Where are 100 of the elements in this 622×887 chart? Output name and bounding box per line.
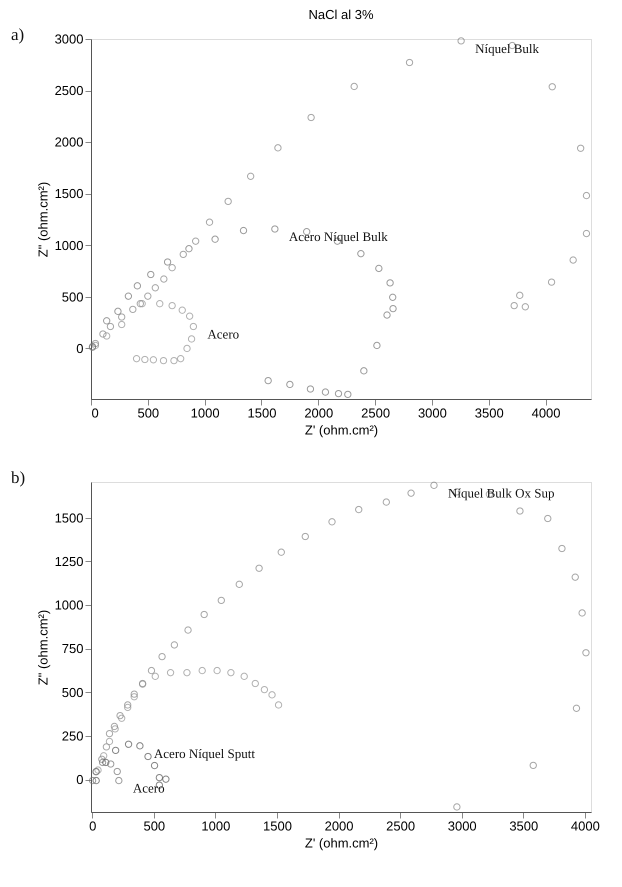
point xyxy=(186,312,194,320)
point xyxy=(188,335,196,343)
point xyxy=(548,83,556,90)
point xyxy=(302,532,309,540)
y-tick-label: 1500 xyxy=(54,186,84,202)
point xyxy=(130,693,138,700)
x-tick-label: 1500 xyxy=(247,406,276,420)
point xyxy=(103,317,110,324)
point xyxy=(582,649,590,656)
point xyxy=(132,355,140,362)
x-tick-label: 2500 xyxy=(386,818,416,834)
point xyxy=(350,82,358,90)
x-tick-label: 500 xyxy=(137,406,160,420)
point xyxy=(111,725,119,733)
point xyxy=(116,712,124,720)
point xyxy=(136,742,144,750)
y-tick-label: 0 xyxy=(76,340,84,356)
point xyxy=(183,669,191,676)
point xyxy=(124,701,132,709)
point xyxy=(344,390,352,398)
point xyxy=(112,746,120,754)
point xyxy=(406,58,414,66)
x-tick-label: 1000 xyxy=(190,406,220,420)
point xyxy=(240,672,248,680)
point xyxy=(389,304,397,312)
point xyxy=(176,355,184,362)
point xyxy=(102,743,110,751)
annotation: Acero Níquel Bulk xyxy=(288,229,388,244)
annotation: Acero xyxy=(132,780,165,796)
point xyxy=(180,250,187,258)
annotation: Níquel Bulk Ox Sup xyxy=(448,485,555,500)
point xyxy=(252,680,259,688)
point xyxy=(548,278,556,286)
point xyxy=(168,264,176,272)
point xyxy=(147,270,154,278)
point xyxy=(407,490,415,497)
point xyxy=(99,330,107,338)
point xyxy=(190,322,198,330)
point xyxy=(200,610,208,618)
point xyxy=(118,714,126,722)
x-tick-label: 4000 xyxy=(532,406,561,420)
point xyxy=(236,580,243,588)
point xyxy=(164,258,172,266)
point xyxy=(170,641,178,649)
x-tick-label: 1000 xyxy=(201,818,230,834)
y-tick-label: 750 xyxy=(62,641,84,656)
point xyxy=(98,758,106,766)
y-tick-label: 1000 xyxy=(54,598,84,613)
point xyxy=(360,367,368,374)
y-tick-label: 1000 xyxy=(54,238,84,253)
point xyxy=(144,752,152,760)
point xyxy=(160,356,168,364)
point xyxy=(572,574,579,581)
text: a) xyxy=(11,25,24,44)
point xyxy=(178,306,186,314)
point xyxy=(185,245,193,252)
point xyxy=(516,292,524,299)
point xyxy=(92,776,100,784)
point xyxy=(152,284,159,292)
point xyxy=(183,344,191,352)
point xyxy=(141,356,149,364)
point xyxy=(268,691,276,698)
y-axis-title: Z" (ohm.cm²) xyxy=(36,182,51,258)
point xyxy=(286,380,294,388)
y-tick-label: 250 xyxy=(62,728,84,744)
point xyxy=(124,292,132,300)
point xyxy=(124,704,132,712)
point xyxy=(453,803,461,811)
point xyxy=(198,666,206,674)
point xyxy=(334,390,342,398)
y-tick-label: 2000 xyxy=(54,134,84,150)
point xyxy=(114,768,121,776)
point xyxy=(544,514,552,522)
point xyxy=(572,704,580,712)
point xyxy=(510,302,518,310)
point xyxy=(158,652,166,660)
point xyxy=(375,264,383,272)
point xyxy=(184,626,192,634)
x-tick-label: 3500 xyxy=(509,818,538,834)
point xyxy=(271,225,279,233)
point xyxy=(114,308,122,315)
x-tick-label: 0 xyxy=(92,406,99,420)
point xyxy=(115,776,122,784)
point xyxy=(306,385,314,393)
point xyxy=(148,666,156,674)
point xyxy=(206,218,214,226)
point xyxy=(162,776,170,783)
point xyxy=(170,356,178,364)
x-tick-label: 1500 xyxy=(263,818,292,834)
point xyxy=(240,226,248,234)
x-tick-label: 3500 xyxy=(474,406,504,420)
point xyxy=(264,376,272,384)
chart-title: NaCl al 3% xyxy=(308,7,374,22)
y-tick-label: 1500 xyxy=(54,510,84,526)
point xyxy=(278,548,285,556)
x-tick-label: 2000 xyxy=(304,406,334,420)
y-tick-label: 500 xyxy=(62,289,84,304)
point xyxy=(430,482,438,489)
point xyxy=(88,776,96,784)
y-tick-label: 2500 xyxy=(54,83,84,98)
